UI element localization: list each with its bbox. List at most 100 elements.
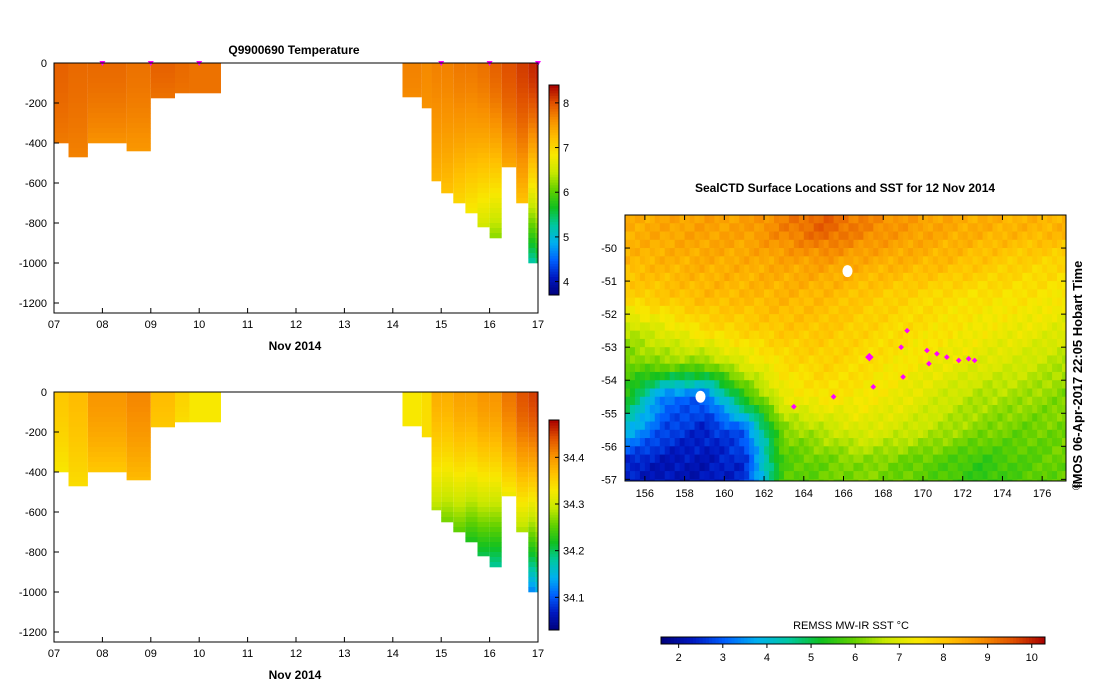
sst-cell xyxy=(1007,231,1013,241)
sst-cell xyxy=(883,297,889,307)
sst-cell xyxy=(754,396,760,406)
sst-cell xyxy=(952,363,959,373)
sst-cell xyxy=(893,355,899,365)
sst-cell xyxy=(922,438,929,447)
sst-cell xyxy=(992,264,998,274)
profile-cell xyxy=(453,68,466,74)
sst-cell xyxy=(937,471,944,480)
sst-cell xyxy=(828,388,834,398)
sst-cell xyxy=(813,371,820,381)
sst-cell xyxy=(957,272,964,282)
sst-cell xyxy=(853,355,859,365)
sst-cell xyxy=(803,413,810,422)
sst-cell xyxy=(634,421,641,431)
profile-cell xyxy=(528,517,536,523)
sst-cell xyxy=(848,322,854,332)
sst-cell xyxy=(878,371,884,381)
sst-cell xyxy=(932,471,939,480)
sst-cell xyxy=(634,396,641,406)
sst-cell xyxy=(639,281,646,290)
sst-cell xyxy=(764,355,770,365)
colorbar-tick-label: 34.3 xyxy=(563,499,584,511)
sst-cell xyxy=(739,314,745,323)
sst-cell xyxy=(838,305,844,315)
sst-cell xyxy=(1042,363,1048,373)
sst-cell xyxy=(629,355,636,365)
sst-cell xyxy=(908,371,914,381)
profile-cell xyxy=(453,178,466,184)
sst-cell xyxy=(888,429,894,439)
sst-cell xyxy=(987,215,993,224)
sst-cell xyxy=(977,405,983,414)
sst-cell xyxy=(1062,388,1066,398)
profile-cell xyxy=(489,78,502,84)
sst-cell xyxy=(883,248,889,257)
sst-cell xyxy=(1022,380,1028,389)
sst-cell xyxy=(868,289,874,299)
sst-cell xyxy=(684,322,690,332)
sst-cell xyxy=(818,380,825,389)
sst-cell xyxy=(957,239,964,249)
sst-cell xyxy=(788,405,795,414)
sst-cell xyxy=(863,355,869,365)
sst-cell xyxy=(719,471,725,480)
profile-cell xyxy=(528,507,536,513)
sst-cell xyxy=(704,438,710,447)
sst-cell xyxy=(769,322,775,332)
sst-cell xyxy=(1047,347,1053,356)
sst-cell xyxy=(888,338,894,348)
sst-cell xyxy=(788,264,795,274)
profile-cell xyxy=(535,238,538,244)
profile-cell xyxy=(54,397,69,403)
sst-cell xyxy=(823,322,830,332)
sst-cell xyxy=(783,462,790,472)
sst-cell xyxy=(724,405,730,414)
profile-cell xyxy=(501,467,517,473)
sst-cell xyxy=(788,388,795,398)
sst-cell xyxy=(739,322,745,332)
sst-cell xyxy=(669,289,676,299)
lon-tick-label: 164 xyxy=(795,488,813,500)
sst-cell xyxy=(674,239,681,249)
sst-cell xyxy=(813,462,820,472)
sst-cell xyxy=(1032,363,1038,373)
sst-cell xyxy=(848,454,854,464)
sst-cell xyxy=(1047,388,1053,398)
sst-cell xyxy=(982,297,988,307)
sst-cell xyxy=(699,272,705,282)
sst-cell xyxy=(679,405,685,414)
sst-cell xyxy=(1057,363,1063,373)
x-tick-label: 14 xyxy=(387,319,399,331)
sst-cell xyxy=(654,462,661,472)
sst-cell xyxy=(888,322,894,332)
sst-cell xyxy=(773,338,780,348)
sst-cell xyxy=(947,462,954,472)
sst-cell xyxy=(903,380,909,389)
sst-cell xyxy=(997,446,1003,455)
sst-cell xyxy=(674,223,681,232)
colorbar-swatch xyxy=(549,192,559,196)
sst-cell xyxy=(823,462,830,472)
colorbar-tick-label: 34.1 xyxy=(563,592,584,604)
sst-cell xyxy=(1057,231,1063,241)
sst-cell xyxy=(674,446,681,455)
profile-cell xyxy=(54,123,69,129)
sst-cell xyxy=(868,297,874,307)
sst-cell xyxy=(704,281,710,290)
sst-cell xyxy=(788,215,795,224)
profile-cell xyxy=(87,457,127,463)
sst-cell xyxy=(858,479,864,481)
sst-cell xyxy=(783,330,790,340)
sst-cell xyxy=(729,289,735,299)
sst-cell xyxy=(798,264,805,274)
colorbar-swatch xyxy=(549,158,559,162)
sst-cell xyxy=(808,471,815,480)
profile-cell xyxy=(535,407,538,413)
sst-cell xyxy=(977,347,983,356)
sst-cell xyxy=(997,330,1003,340)
sst-cell xyxy=(898,371,904,381)
sst-cell xyxy=(893,371,899,381)
sst-cell xyxy=(689,322,695,332)
sst-cell xyxy=(987,371,993,381)
sst-cell xyxy=(754,380,760,389)
